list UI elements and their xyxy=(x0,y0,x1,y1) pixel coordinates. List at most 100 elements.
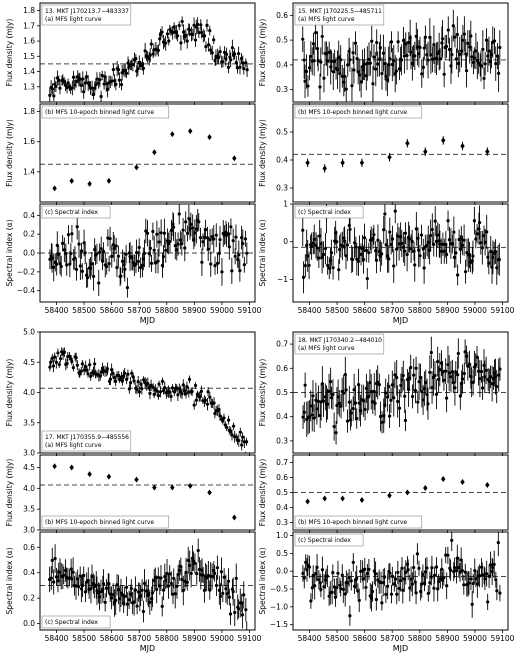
data-point xyxy=(146,382,150,386)
data-point xyxy=(55,262,59,266)
data-point xyxy=(313,584,317,588)
binned-point xyxy=(359,159,365,166)
data-point xyxy=(144,229,148,233)
data-point xyxy=(405,53,409,58)
data-point xyxy=(329,59,334,63)
data-point xyxy=(93,362,97,366)
data-point xyxy=(495,384,499,389)
data-point xyxy=(231,239,235,243)
data-point xyxy=(362,399,366,403)
data-point xyxy=(134,250,139,255)
binned-point xyxy=(106,177,112,184)
data-point xyxy=(58,86,62,90)
data-point xyxy=(450,242,454,246)
data-point xyxy=(451,380,455,385)
light-curve-figure-1: 1.3 1.4 1.5 1.6 1.7 1.8 Flux density (mJy) 13. … xyxy=(5,2,262,325)
data-point xyxy=(342,391,346,395)
data-point xyxy=(223,423,227,427)
data-point xyxy=(50,558,54,563)
data-point xyxy=(373,572,378,576)
data-point xyxy=(353,41,358,45)
data-point xyxy=(319,60,323,64)
data-point xyxy=(239,56,244,61)
data-point xyxy=(467,581,471,585)
data-point xyxy=(99,247,103,251)
data-point xyxy=(446,219,450,223)
data-point xyxy=(339,404,343,408)
data-point xyxy=(184,392,188,396)
data-point xyxy=(231,589,235,594)
data-point xyxy=(56,351,60,355)
binned-point xyxy=(305,159,310,166)
data-point xyxy=(107,582,111,586)
data-point xyxy=(446,28,450,32)
y-tick-label: 0.2 xyxy=(23,230,35,239)
panel-4-c: −1.5 −1.0 −0.5 0.0 0.5 1.0 Spectral index (α) (… xyxy=(258,531,515,653)
data-point xyxy=(318,234,322,238)
data-point xyxy=(86,372,90,376)
data-point xyxy=(98,374,102,378)
panel-label-box xyxy=(294,205,364,219)
data-point xyxy=(108,592,112,596)
data-point xyxy=(161,254,166,259)
data-point xyxy=(95,77,99,81)
data-point xyxy=(463,350,467,354)
binned-point xyxy=(207,489,212,496)
data-point xyxy=(208,28,212,33)
data-point xyxy=(444,369,448,373)
data-point xyxy=(384,243,388,247)
data-point xyxy=(169,581,173,585)
data-point xyxy=(222,575,226,579)
data-point xyxy=(483,375,487,379)
data-point xyxy=(415,45,420,49)
data-point xyxy=(78,372,82,376)
data-point xyxy=(110,79,114,83)
data-point xyxy=(124,71,129,75)
data-point xyxy=(307,66,312,70)
panel-frame xyxy=(292,531,509,631)
x-tick-label: 59100 xyxy=(491,306,515,315)
data-point xyxy=(494,578,498,582)
data-point xyxy=(49,360,53,364)
data-point xyxy=(202,34,207,38)
data-point xyxy=(352,241,357,245)
data-point xyxy=(461,38,465,42)
data-point xyxy=(374,258,379,262)
binned-point xyxy=(423,148,428,155)
data-point xyxy=(472,219,477,223)
data-point xyxy=(187,377,192,381)
data-point xyxy=(429,53,433,57)
y-tick-label: 4.0 xyxy=(23,388,35,397)
data-point xyxy=(318,85,322,89)
data-point xyxy=(307,263,311,268)
data-point xyxy=(345,243,349,247)
binned-point xyxy=(405,489,410,496)
x-tick-label: 58700 xyxy=(380,306,404,315)
data-point xyxy=(151,229,155,234)
data-point xyxy=(189,222,193,227)
data-point xyxy=(114,598,118,602)
binned-point xyxy=(188,128,193,135)
data-point xyxy=(414,366,418,370)
data-point xyxy=(54,575,59,579)
binned-point xyxy=(340,495,345,502)
data-point xyxy=(201,240,205,244)
data-point xyxy=(351,51,355,55)
data-point xyxy=(79,83,83,87)
data-points xyxy=(48,347,249,453)
y-tick-label: 0.2 xyxy=(23,594,35,603)
data-point xyxy=(384,592,388,596)
data-point xyxy=(161,389,166,393)
data-point xyxy=(336,571,340,575)
data-point xyxy=(125,286,130,290)
data-point xyxy=(494,62,498,66)
data-point xyxy=(210,51,214,55)
data-point xyxy=(150,591,155,595)
data-point xyxy=(467,362,472,366)
data-point xyxy=(396,399,400,404)
data-point xyxy=(227,418,231,422)
binned-point xyxy=(322,165,327,172)
data-point xyxy=(387,384,391,389)
data-point xyxy=(484,38,489,42)
data-point xyxy=(156,575,160,580)
